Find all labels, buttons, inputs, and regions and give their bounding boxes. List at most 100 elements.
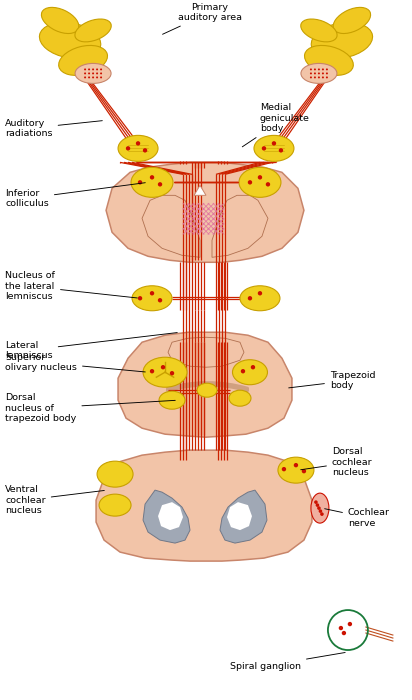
Ellipse shape <box>301 19 337 42</box>
Circle shape <box>322 72 324 74</box>
Text: Dorsal
cochlear
nucleus: Dorsal cochlear nucleus <box>301 447 372 477</box>
Polygon shape <box>212 195 268 258</box>
Circle shape <box>258 291 262 295</box>
Text: Superior
olivary nucleus: Superior olivary nucleus <box>5 353 145 372</box>
Circle shape <box>318 69 320 71</box>
Text: Dorsal
nucleus of
trapezoid body: Dorsal nucleus of trapezoid body <box>5 393 175 423</box>
Circle shape <box>326 72 328 74</box>
Circle shape <box>310 69 312 71</box>
Circle shape <box>326 69 328 71</box>
Circle shape <box>150 369 154 373</box>
Text: Trapezoid
body: Trapezoid body <box>289 370 375 390</box>
Polygon shape <box>106 162 304 262</box>
Circle shape <box>96 76 98 78</box>
Text: Ventral
cochlear
nucleus: Ventral cochlear nucleus <box>5 485 104 515</box>
Text: Inferior
colliculus: Inferior colliculus <box>5 183 145 208</box>
Ellipse shape <box>143 357 187 387</box>
Ellipse shape <box>239 167 281 197</box>
Circle shape <box>88 72 90 74</box>
Ellipse shape <box>75 64 111 83</box>
Circle shape <box>138 180 142 185</box>
Circle shape <box>158 298 162 302</box>
Ellipse shape <box>197 383 217 397</box>
Circle shape <box>282 467 286 471</box>
Circle shape <box>96 72 98 74</box>
Ellipse shape <box>240 286 280 311</box>
Circle shape <box>251 365 255 370</box>
Circle shape <box>92 72 94 74</box>
Ellipse shape <box>304 46 353 76</box>
Text: Nucleus of
the lateral
lemniscus: Nucleus of the lateral lemniscus <box>5 272 137 301</box>
Circle shape <box>294 463 298 468</box>
Circle shape <box>92 76 94 78</box>
Ellipse shape <box>41 8 79 34</box>
Ellipse shape <box>229 390 251 406</box>
Circle shape <box>100 69 102 71</box>
Ellipse shape <box>254 135 294 162</box>
Polygon shape <box>96 450 312 561</box>
Circle shape <box>316 503 319 507</box>
Circle shape <box>126 146 130 150</box>
Circle shape <box>272 141 276 146</box>
Ellipse shape <box>40 22 101 59</box>
Circle shape <box>318 510 322 513</box>
Circle shape <box>92 69 94 71</box>
Circle shape <box>143 148 147 153</box>
Circle shape <box>339 626 343 630</box>
Ellipse shape <box>118 135 158 162</box>
Circle shape <box>96 69 98 71</box>
Circle shape <box>326 76 328 78</box>
Text: Primary
auditory area: Primary auditory area <box>163 3 242 34</box>
Ellipse shape <box>131 167 173 197</box>
Ellipse shape <box>99 494 131 516</box>
Circle shape <box>84 76 86 78</box>
Ellipse shape <box>311 22 372 59</box>
Circle shape <box>161 365 165 370</box>
Circle shape <box>314 76 316 78</box>
Circle shape <box>150 291 154 295</box>
Circle shape <box>84 69 86 71</box>
Circle shape <box>314 72 316 74</box>
Polygon shape <box>194 186 206 195</box>
Ellipse shape <box>97 461 133 487</box>
Ellipse shape <box>333 8 371 34</box>
Circle shape <box>100 72 102 74</box>
Polygon shape <box>118 332 292 438</box>
Circle shape <box>248 180 252 185</box>
Polygon shape <box>227 502 252 530</box>
Circle shape <box>348 622 352 626</box>
Text: Lateral
lemniscus: Lateral lemniscus <box>5 332 177 360</box>
Circle shape <box>310 72 312 74</box>
Circle shape <box>248 296 252 300</box>
Circle shape <box>342 631 346 635</box>
Circle shape <box>318 76 320 78</box>
Circle shape <box>266 182 270 186</box>
Ellipse shape <box>301 64 337 83</box>
Circle shape <box>138 296 142 300</box>
Circle shape <box>241 369 245 373</box>
Circle shape <box>158 182 162 186</box>
Circle shape <box>258 175 262 179</box>
Ellipse shape <box>311 493 329 523</box>
Circle shape <box>314 69 316 71</box>
Ellipse shape <box>232 360 267 385</box>
Circle shape <box>279 148 283 153</box>
Circle shape <box>322 76 324 78</box>
Circle shape <box>136 141 140 146</box>
Circle shape <box>262 146 266 150</box>
Text: Medial
geniculate
body: Medial geniculate body <box>242 104 310 147</box>
Text: Cochlear
nerve: Cochlear nerve <box>325 508 390 528</box>
Ellipse shape <box>75 19 111 42</box>
Circle shape <box>302 469 306 473</box>
Circle shape <box>322 69 324 71</box>
Circle shape <box>150 175 154 179</box>
Ellipse shape <box>132 286 172 311</box>
Circle shape <box>318 72 320 74</box>
Ellipse shape <box>159 391 185 409</box>
Polygon shape <box>158 502 183 530</box>
Ellipse shape <box>59 46 108 76</box>
Ellipse shape <box>278 457 314 483</box>
Polygon shape <box>142 195 200 258</box>
Circle shape <box>88 69 90 71</box>
Circle shape <box>310 76 312 78</box>
